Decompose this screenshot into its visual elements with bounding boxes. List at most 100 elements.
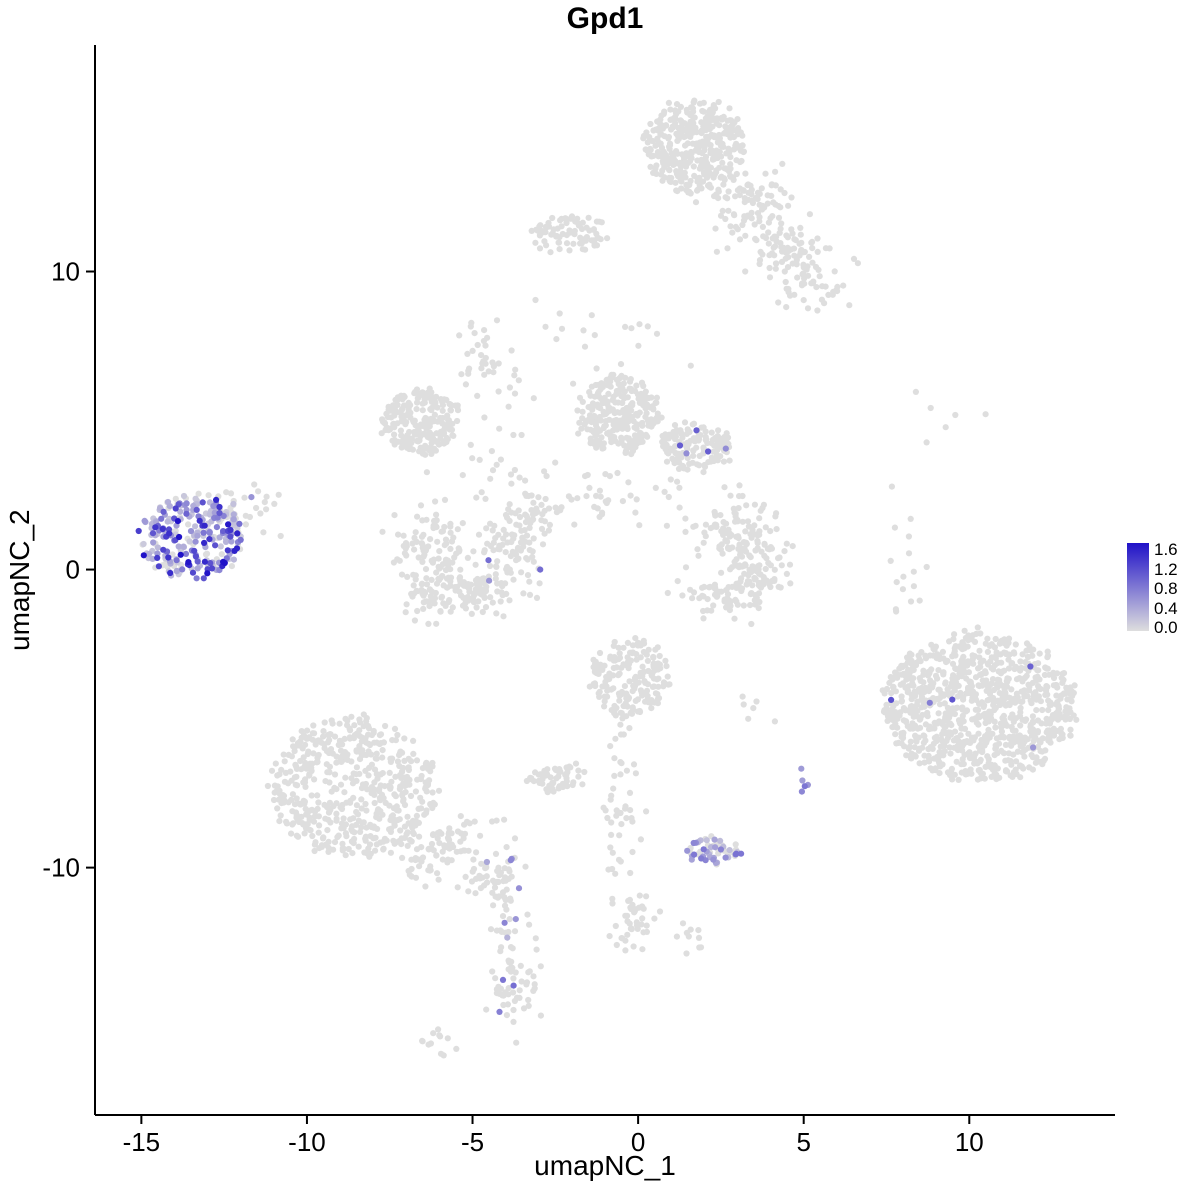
- data-point: [976, 758, 984, 765]
- data-point: [755, 566, 762, 573]
- data-point: [673, 130, 680, 137]
- data-point: [615, 389, 622, 397]
- data-point: [951, 728, 959, 735]
- data-point: [311, 847, 318, 855]
- data-point: [590, 226, 597, 233]
- data-point: [289, 736, 296, 743]
- data-point: [933, 655, 940, 662]
- data-point: [555, 239, 563, 246]
- data-point: [1012, 641, 1019, 648]
- data-point: [652, 484, 659, 491]
- data-point: [575, 767, 582, 774]
- data-point: [353, 747, 360, 754]
- data-point: [707, 164, 715, 171]
- data-point: [612, 399, 619, 406]
- data-point: [192, 523, 199, 530]
- data-point: [489, 968, 496, 975]
- data-point: [571, 521, 578, 528]
- data-point: [972, 674, 980, 681]
- data-point: [770, 199, 777, 206]
- data-point: [435, 876, 442, 883]
- data-point: [432, 399, 439, 406]
- data-point: [591, 412, 598, 420]
- data-point: [639, 946, 646, 953]
- data-point: [454, 884, 461, 891]
- data-point: [410, 750, 417, 758]
- data-point: [689, 595, 696, 602]
- data-point: [216, 509, 223, 517]
- data-point: [534, 508, 541, 515]
- data-point: [580, 327, 587, 334]
- data-point: [754, 210, 762, 217]
- data-point: [141, 517, 148, 525]
- data-point: [538, 501, 545, 508]
- data-point: [592, 438, 599, 445]
- data-point: [234, 530, 241, 537]
- data-point: [668, 126, 675, 133]
- data-point: [1038, 720, 1045, 727]
- data-point: [762, 234, 770, 242]
- data-point: [633, 410, 640, 418]
- data-point: [670, 457, 677, 464]
- data-point: [751, 501, 759, 508]
- data-point: [506, 384, 513, 391]
- data-point: [997, 651, 1004, 658]
- data-point: [911, 752, 918, 759]
- data-point: [739, 492, 746, 500]
- data-point: [687, 112, 694, 119]
- data-point: [1005, 665, 1013, 672]
- data-point: [650, 660, 657, 667]
- data-point: [597, 417, 605, 424]
- data-point: [952, 411, 959, 419]
- data-point: [206, 511, 213, 518]
- data-point: [223, 489, 230, 496]
- data-point: [725, 207, 732, 214]
- data-point: [1018, 763, 1025, 770]
- data-point: [530, 973, 537, 980]
- data-point: [413, 812, 420, 820]
- data-point: [1036, 650, 1043, 657]
- legend-tick-label: 0.4: [1154, 598, 1178, 618]
- data-point: [446, 597, 453, 604]
- data-point: [354, 811, 362, 818]
- data-point: [453, 1045, 460, 1052]
- data-point: [992, 745, 999, 752]
- data-point: [314, 792, 321, 799]
- data-point: [788, 194, 795, 201]
- data-point: [430, 831, 437, 838]
- data-point: [443, 396, 450, 403]
- data-point: [578, 425, 585, 432]
- data-point: [447, 401, 454, 408]
- data-point: [716, 133, 723, 140]
- data-point: [327, 819, 334, 826]
- data-point: [758, 548, 765, 555]
- data-point: [366, 853, 373, 860]
- data-point: [508, 538, 515, 546]
- data-point: [471, 330, 478, 337]
- data-point: [396, 785, 403, 793]
- data-point: [712, 844, 719, 851]
- data-point: [527, 774, 534, 782]
- data-point: [513, 1039, 520, 1046]
- data-point: [1055, 705, 1063, 713]
- data-point: [968, 683, 976, 690]
- data-point: [970, 660, 977, 667]
- data-point: [520, 1005, 528, 1012]
- data-point: [533, 594, 541, 602]
- data-point: [884, 717, 891, 725]
- data-point: [608, 686, 615, 693]
- data-point: [1029, 679, 1036, 687]
- data-point: [695, 552, 702, 559]
- data-point: [822, 283, 829, 290]
- data-point: [771, 566, 778, 573]
- data-point: [691, 851, 698, 858]
- data-point: [698, 142, 705, 149]
- data-point: [174, 518, 181, 525]
- data-point: [412, 855, 419, 862]
- data-point: [541, 518, 549, 525]
- data-point: [644, 139, 651, 146]
- data-point: [449, 604, 456, 611]
- data-point: [753, 698, 760, 705]
- data-point: [474, 392, 481, 399]
- data-point: [233, 545, 241, 552]
